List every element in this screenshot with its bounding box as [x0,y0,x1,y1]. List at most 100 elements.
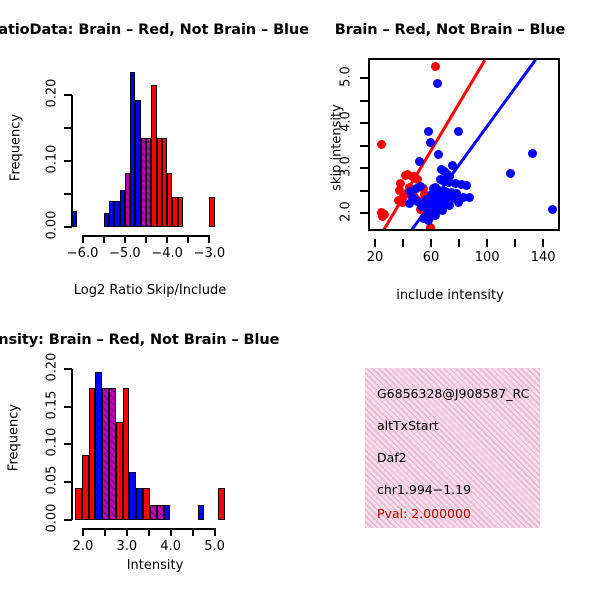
y-axis-tick [64,94,72,97]
x-axis-tick [187,235,190,243]
histogram-bars-gene-intensity [72,365,230,520]
y-axis-tick [360,212,368,215]
info-probe-id: G6856328@J908587_RC [377,386,530,401]
y-axis-tick [64,127,72,130]
histogram-bar-brain [209,197,215,227]
y-axis-tick [64,367,72,370]
info-gene-name: Daf2 [377,450,407,465]
y-axis-line [71,95,73,227]
y-axis-tick [360,167,368,170]
scatter-point-not-brain [505,169,515,179]
y-axis-tick-label: 0.10 [44,144,60,174]
histogram-bar-overlap [140,137,146,227]
x-axis-tick-label: 140 [530,250,556,265]
y-axis-tick-label: 5.0 [338,66,354,88]
scatter-point-not-brain [456,179,466,189]
x-axis-tick-label: −5.0 [109,246,141,261]
x-axis-tick [402,239,405,247]
histogram-bar-not-brain [95,371,103,520]
x-axis-tick [169,528,172,536]
scatter-point-not-brain [445,200,455,210]
scatter-point-brain [420,189,430,199]
x-axis-tick [208,235,211,243]
histogram-bar-brain [161,137,168,227]
histogram-bar-overlap [109,387,116,520]
x-axis-tick [166,235,169,243]
histogram-bar-brain [143,488,150,520]
y-axis-tick [64,481,72,484]
plot-area-scatter [368,58,560,231]
scatter-point-not-brain [450,179,460,189]
x-axis-tick [191,528,194,536]
histogram-bar-brain [167,172,173,227]
panel-probe-info: G6856328@J908587_RC altTxStart Daf2 chr1… [300,310,600,600]
scatter-point-not-brain [547,205,557,215]
scatter-point-not-brain [424,126,434,136]
x-axis-tick [102,235,105,243]
scatter-point-not-brain [414,156,424,166]
histogram-bar-not-brain [103,212,109,227]
y-axis-tick [360,189,368,192]
scatter-point-not-brain [438,206,448,216]
x-axis-tick [81,528,84,536]
scatter-point-not-brain [459,192,469,202]
x-axis-tick [514,239,517,247]
scatter-point-not-brain [528,148,538,158]
histogram-bar-not-brain [129,471,137,520]
y-axis-tick-label: 2.0 [338,201,354,222]
y-axis-tick-label: 4.0 [338,111,354,132]
scatter-point-not-brain [442,193,452,203]
scatter-point-not-brain [436,192,446,202]
y-axis-tick [360,99,368,102]
x-axis-tick-label: −4.0 [151,246,183,261]
scatter-point-not-brain [453,127,463,137]
histogram-bars-log2-ratio [72,72,220,227]
histogram-bar-not-brain [136,488,144,520]
x-axis-tick-label: 20 [366,250,384,265]
scatter-point-not-brain [453,197,463,207]
axis-label-log2-ratio: Log2 Ratio Skip/Include [73,283,227,298]
scatter-point-brain [399,191,409,201]
y-axis-tick [64,443,72,446]
histogram-bar-brain [177,197,183,227]
scatter-point-brain [396,179,406,189]
y-axis-tick [64,160,72,163]
scatter-point-not-brain [415,181,425,191]
scatter-point-not-brain [446,188,456,198]
info-pval: Pval: 2.000000 [377,506,471,521]
scatter-point-not-brain [404,199,414,209]
x-axis-tick [458,239,461,247]
scatter-point-brain [394,185,404,195]
panel-gene-intensity-histogram: Gene Itensity: Brain – Red, Not Brain – … [0,310,300,600]
x-axis-tick-label: 5.0 [204,539,225,554]
x-axis-tick [374,239,376,247]
histogram-bar-brain [81,454,89,520]
plot-area-log2-ratio: 0.00 0.10 0.20 −6.0 −5.0 −4.0 −3.0 [45,72,225,261]
y-axis-tick [360,144,368,147]
probe-info-box: G6856328@J908587_RC altTxStart Daf2 chr1… [365,368,540,528]
scatter-point-not-brain [452,188,462,198]
x-axis-tick [123,235,126,243]
histogram-bar-brain [115,421,123,520]
scatter-point-not-brain [431,211,441,221]
scatter-point-not-brain [465,193,474,203]
panel-title-scatter: Brain – Red, Not Brain – Blue [334,22,566,38]
y-axis-tick-label: 0.05 [44,465,60,495]
info-locus: chr1.994−1.19 [377,482,472,497]
histogram-bar-overlap [124,172,131,227]
y-axis-tick-label: 3.0 [338,156,354,177]
histogram-bar-not-brain [163,504,171,520]
x-axis-tick-label: −3.0 [193,246,226,261]
axis-label-frequency-intensity: Frequency [6,403,22,472]
x-axis-tick [147,528,150,536]
scatter-point-not-brain [441,187,451,197]
y-axis-tick [64,405,72,408]
x-axis-tick-label: −6.0 [66,246,99,261]
histogram-bar-not-brain [109,200,115,227]
x-axis-tick-label: 4.0 [160,539,182,554]
scatter-point-not-brain [438,176,448,186]
scatter-point-not-brain [445,171,455,181]
y-axis-tick-label: 0.00 [44,503,60,533]
scatter-point-not-brain [462,180,472,190]
histogram-bar-not-brain [114,200,120,227]
